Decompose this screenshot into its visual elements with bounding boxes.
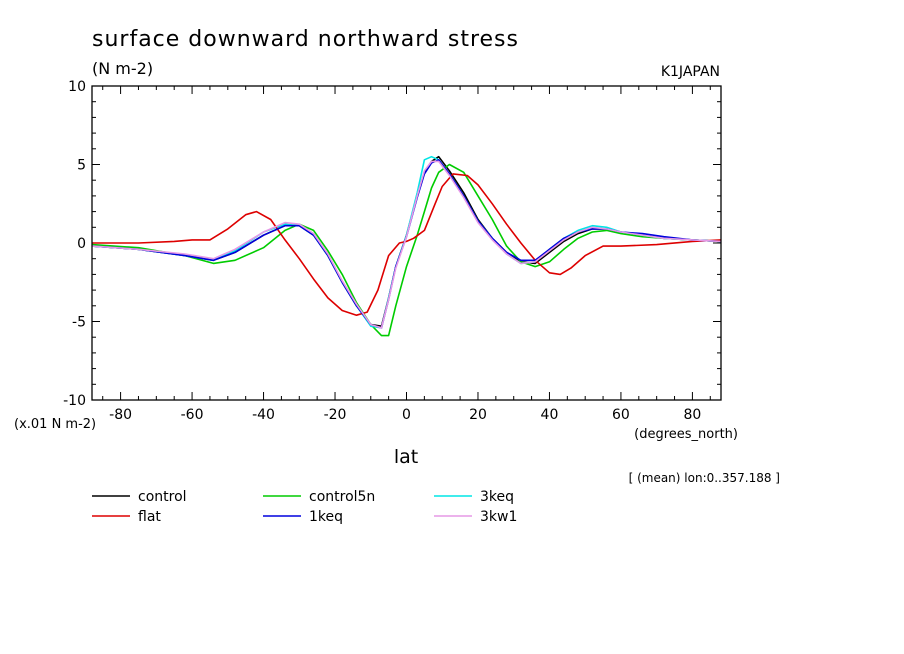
x-tick-label: 0 — [402, 407, 411, 423]
y-tick-label: 5 — [77, 158, 86, 174]
x-tick-label: 20 — [469, 407, 487, 423]
chart-units: (N m-2) — [92, 59, 153, 78]
legend-label-3kw1: 3kw1 — [480, 509, 517, 525]
plot-frame — [91, 85, 722, 401]
legend-label-control5n: control5n — [309, 489, 375, 505]
legend: control control5n 3keq flat 1keq 3kw1 — [92, 489, 517, 525]
legend-label-1keq: 1keq — [309, 509, 343, 525]
legend-label-flat: flat — [138, 509, 161, 525]
y-tick-label: 10 — [68, 79, 86, 95]
x-tick-label: -40 — [252, 407, 275, 423]
x-tick-label: 80 — [683, 407, 701, 423]
x-tick-label: 40 — [541, 407, 559, 423]
x-units-label: (degrees_north) — [634, 427, 738, 442]
x-tick-label: -80 — [109, 407, 132, 423]
series-line-3keq — [91, 155, 722, 329]
series-line-flat — [92, 173, 722, 317]
series-line-3kw1 — [91, 160, 722, 329]
series-line-control5n — [91, 163, 722, 337]
y-tick-label: 0 — [77, 236, 86, 252]
chart-title: surface downward northward stress — [92, 27, 519, 52]
y-scale-label: (x.01 N m-2) — [14, 417, 96, 432]
y-tick-label: -10 — [63, 393, 86, 409]
series-lines — [91, 155, 722, 337]
x-axis-label: lat — [394, 446, 418, 468]
x-tick-label: -60 — [181, 407, 204, 423]
x-tick-label: -20 — [324, 407, 347, 423]
legend-label-control: control — [138, 489, 187, 505]
series-line-1keq — [91, 159, 722, 329]
mean-note: [ (mean) lon:0..357.188 ] — [629, 471, 780, 485]
legend-label-3keq: 3keq — [480, 489, 514, 505]
x-tick-label: 60 — [612, 407, 630, 423]
y-tick-label: -5 — [72, 315, 86, 331]
source-label: K1JAPAN — [661, 64, 720, 80]
